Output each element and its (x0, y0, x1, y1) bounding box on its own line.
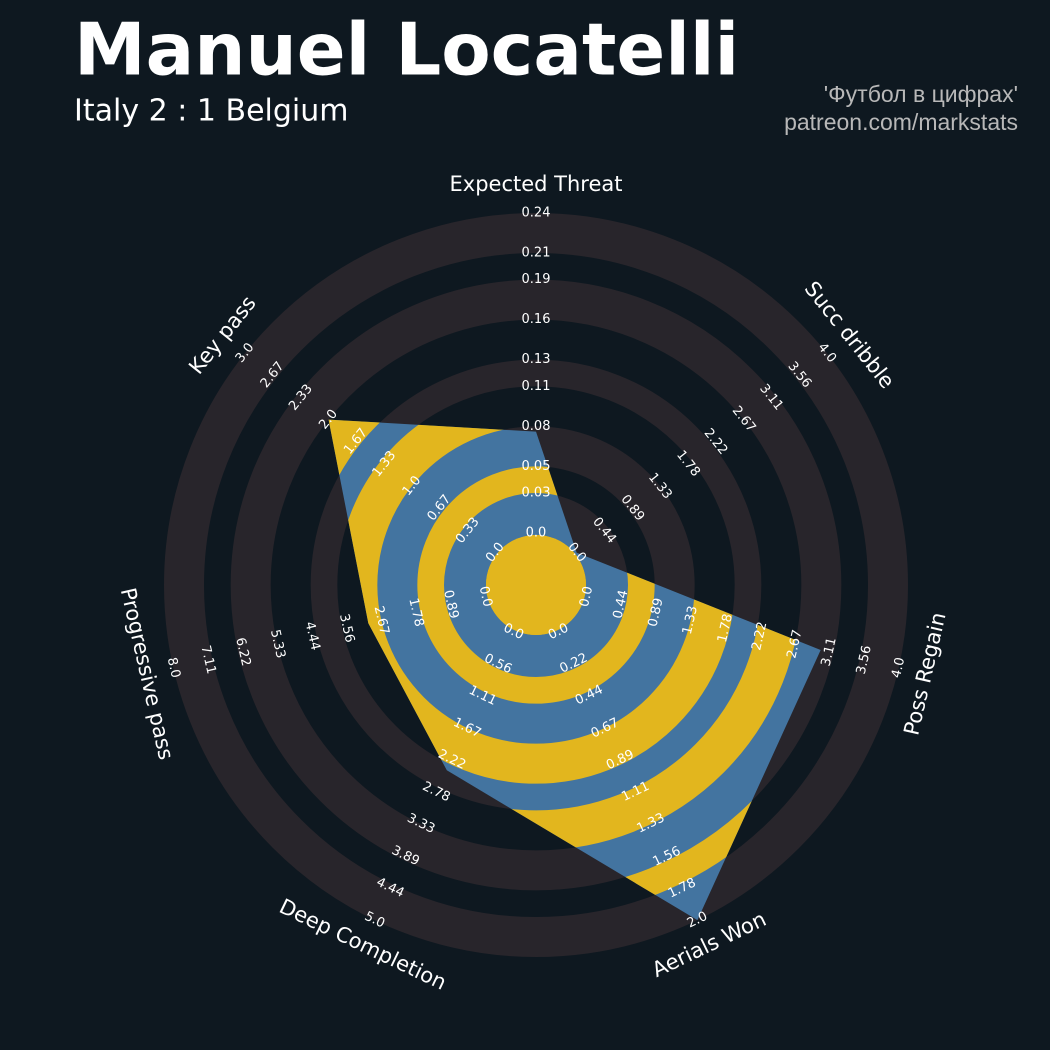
subtitle: Italy 2 : 1 Belgium (74, 94, 349, 129)
tick-label: 0.05 (522, 459, 551, 474)
ring (230, 279, 842, 891)
tick-label: 1.33 (680, 604, 701, 636)
tick-label: 3.56 (336, 612, 357, 644)
tick-label: 0.0 (577, 585, 596, 609)
tick-label: 0.89 (646, 597, 667, 629)
tick-label: 6.22 (232, 636, 253, 668)
tick-label: 4.44 (302, 620, 323, 652)
tick-label: 2.67 (784, 628, 805, 660)
tick-label: 3.11 (819, 636, 840, 668)
tick-label: 0.08 (522, 419, 551, 434)
tick-label: 0.89 (440, 589, 461, 621)
tick-label: 0.21 (522, 246, 551, 261)
tick-label: 2.67 (371, 605, 392, 637)
tick-label: 8.0 (164, 656, 183, 680)
tick-label: 0.19 (522, 272, 551, 287)
tick-label: 1.78 (405, 597, 426, 629)
tick-label: 0.11 (522, 379, 551, 394)
tick-label: 2.22 (749, 620, 770, 652)
tick-label: 0.24 (522, 206, 551, 221)
tick-label: 0.03 (522, 486, 551, 501)
credit: patreon.com/markstats (784, 109, 1018, 135)
tick-label: 7.11 (198, 644, 219, 676)
tick-label: 5.33 (267, 628, 288, 660)
tick-label: 0.13 (522, 352, 551, 367)
tick-label: 0.16 (522, 312, 551, 327)
tick-label: 1.78 (715, 612, 736, 644)
center (486, 535, 586, 635)
tick-label: 3.56 (854, 644, 875, 676)
credit: 'Футбол в цифрах' (824, 81, 1018, 107)
tick-label: 4.0 (889, 656, 908, 680)
tick-label: 0.0 (476, 585, 495, 609)
ring (164, 213, 908, 957)
axis-label: Expected Threat (450, 172, 623, 196)
chart-title: Manuel Locatelli (74, 8, 739, 92)
fill-ring (417, 466, 655, 704)
tick-label: 0.44 (610, 589, 631, 621)
tick-label: 0.0 (526, 526, 547, 541)
